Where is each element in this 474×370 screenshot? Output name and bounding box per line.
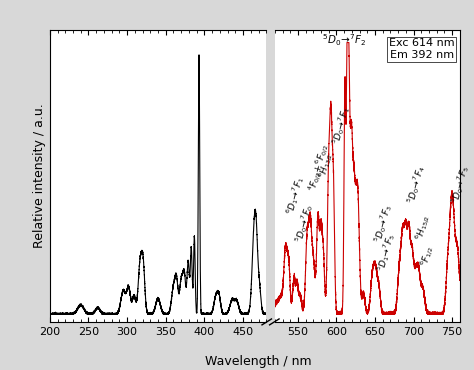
Text: $^5D_0\!\rightarrow\!^7F_5$: $^5D_0\!\rightarrow\!^7F_5$ <box>449 165 473 205</box>
Text: $^6H_{13/2}$: $^6H_{13/2}$ <box>317 151 337 179</box>
Text: $^4F_{0/2}\!+\!^6F_{0/2}$: $^4F_{0/2}\!+\!^6F_{0/2}$ <box>306 142 333 192</box>
Text: Wavelength / nm: Wavelength / nm <box>205 355 311 368</box>
Text: $^6D_1\!\rightarrow\!^7F_1$: $^6D_1\!\rightarrow\!^7F_1$ <box>283 175 307 216</box>
Text: $^6F_{1/2}$: $^6F_{1/2}$ <box>418 244 437 268</box>
Text: $^5D_0\!\rightarrow\!^7F_0$: $^5D_0\!\rightarrow\!^7F_0$ <box>292 203 316 244</box>
Text: $^5D_0\!\rightarrow\!^7F_3$: $^5D_0\!\rightarrow\!^7F_3$ <box>372 204 395 244</box>
Text: Exc 614 nm
Em 392 nm: Exc 614 nm Em 392 nm <box>389 38 454 60</box>
Text: $^5D_1\!\rightarrow\!^7F_5$: $^5D_1\!\rightarrow\!^7F_5$ <box>375 232 399 273</box>
Text: $^5D_0\!\rightarrow\!^7F_2$: $^5D_0\!\rightarrow\!^7F_2$ <box>322 32 366 48</box>
Y-axis label: Relative intensity / a.u.: Relative intensity / a.u. <box>33 103 46 248</box>
Text: $^5D_0\!\rightarrow\!^7F_4$: $^5D_0\!\rightarrow\!^7F_4$ <box>404 164 428 205</box>
Text: $^6H_{15/2}$: $^6H_{15/2}$ <box>413 212 434 242</box>
Text: $^5D_0\!\rightarrow\!^7F_1$: $^5D_0\!\rightarrow\!^7F_1$ <box>329 105 353 146</box>
